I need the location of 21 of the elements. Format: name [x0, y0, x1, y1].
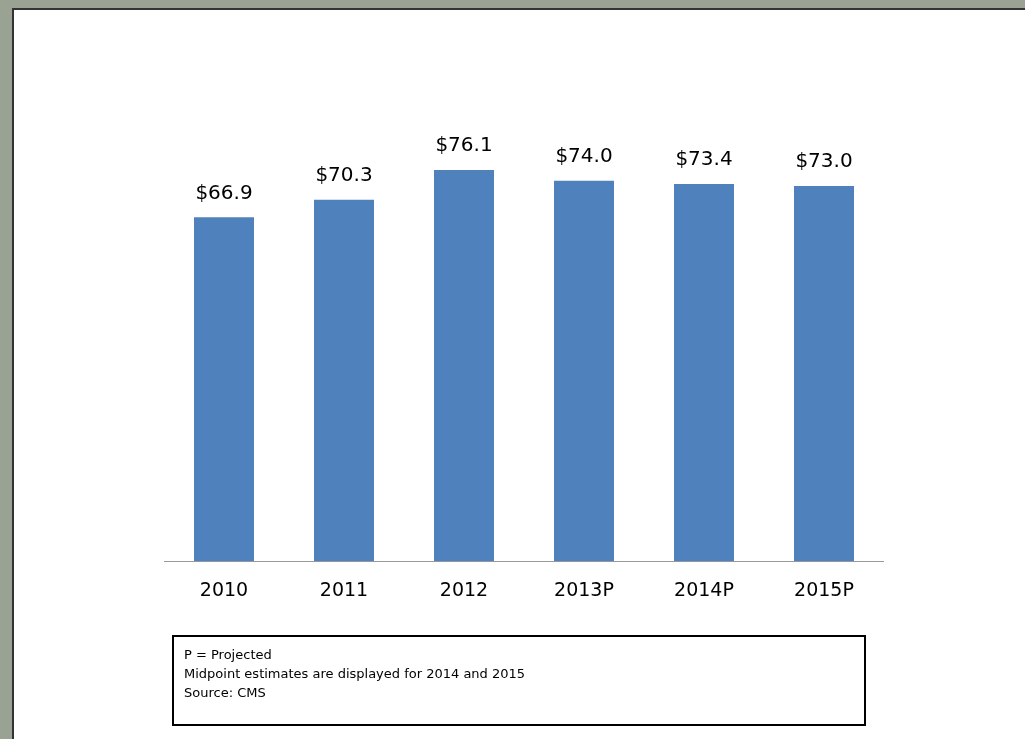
- bar: [194, 217, 254, 562]
- x-tick-label: 2010: [199, 577, 249, 600]
- x-tick-label: 2012: [439, 577, 489, 600]
- x-tick-label: 2014P: [674, 577, 734, 600]
- data-label: $74.0: [555, 143, 613, 168]
- data-label: $76.1: [435, 132, 493, 157]
- x-tick-label: 2013P: [554, 577, 614, 600]
- data-label: $73.0: [795, 148, 853, 173]
- data-label: $66.9: [195, 179, 253, 204]
- bar: [554, 180, 614, 562]
- bar: [674, 183, 734, 562]
- bar: [794, 185, 854, 562]
- bar: [434, 170, 494, 562]
- data-label: $70.3: [315, 162, 373, 187]
- data-label: $73.4: [675, 146, 733, 171]
- text: Midpoint estimates are displayed for 2014 and 2015: [184, 665, 527, 683]
- x-tick-label: 2015P: [794, 577, 854, 600]
- x-tick-label: 2011: [319, 577, 369, 600]
- text: P = Projected: [184, 646, 273, 664]
- bar: [314, 199, 374, 562]
- source-note: Source: CMS: [184, 684, 267, 702]
